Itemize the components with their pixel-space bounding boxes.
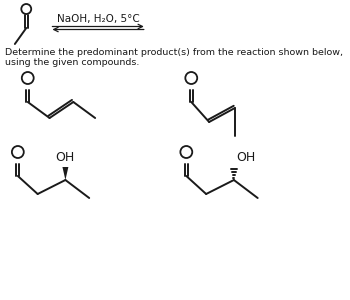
Text: OH: OH	[56, 151, 75, 164]
Polygon shape	[62, 167, 68, 180]
Text: NaOH, H₂O, 5°C: NaOH, H₂O, 5°C	[57, 14, 140, 24]
Text: OH: OH	[236, 151, 255, 164]
Text: Determine the predominant product(s) from the reaction shown below, using the gi: Determine the predominant product(s) fro…	[5, 48, 343, 68]
